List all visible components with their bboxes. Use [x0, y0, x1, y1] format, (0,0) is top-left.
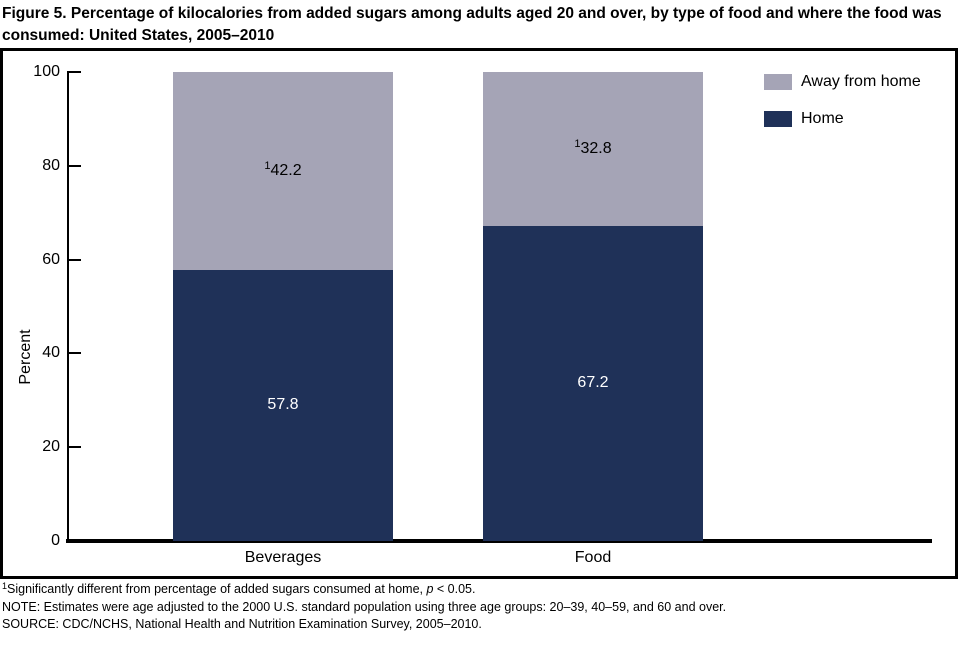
footnote-line: NOTE: Estimates were age adjusted to the… [2, 599, 727, 614]
chart-area: Percent [0, 48, 958, 579]
y-axis-title: Percent [17, 329, 34, 385]
footnote-line: 1Significantly different from percentage… [2, 581, 476, 597]
figure-title: Figure 5. Percentage of kilocalories fro… [2, 5, 942, 44]
footnote-line: SOURCE: CDC/NCHS, National Health and Nu… [2, 617, 482, 631]
italic-p: p [426, 582, 434, 596]
footnote-marker: 1 [2, 581, 8, 591]
footnotes: 1Significantly different from percentage… [2, 581, 952, 634]
